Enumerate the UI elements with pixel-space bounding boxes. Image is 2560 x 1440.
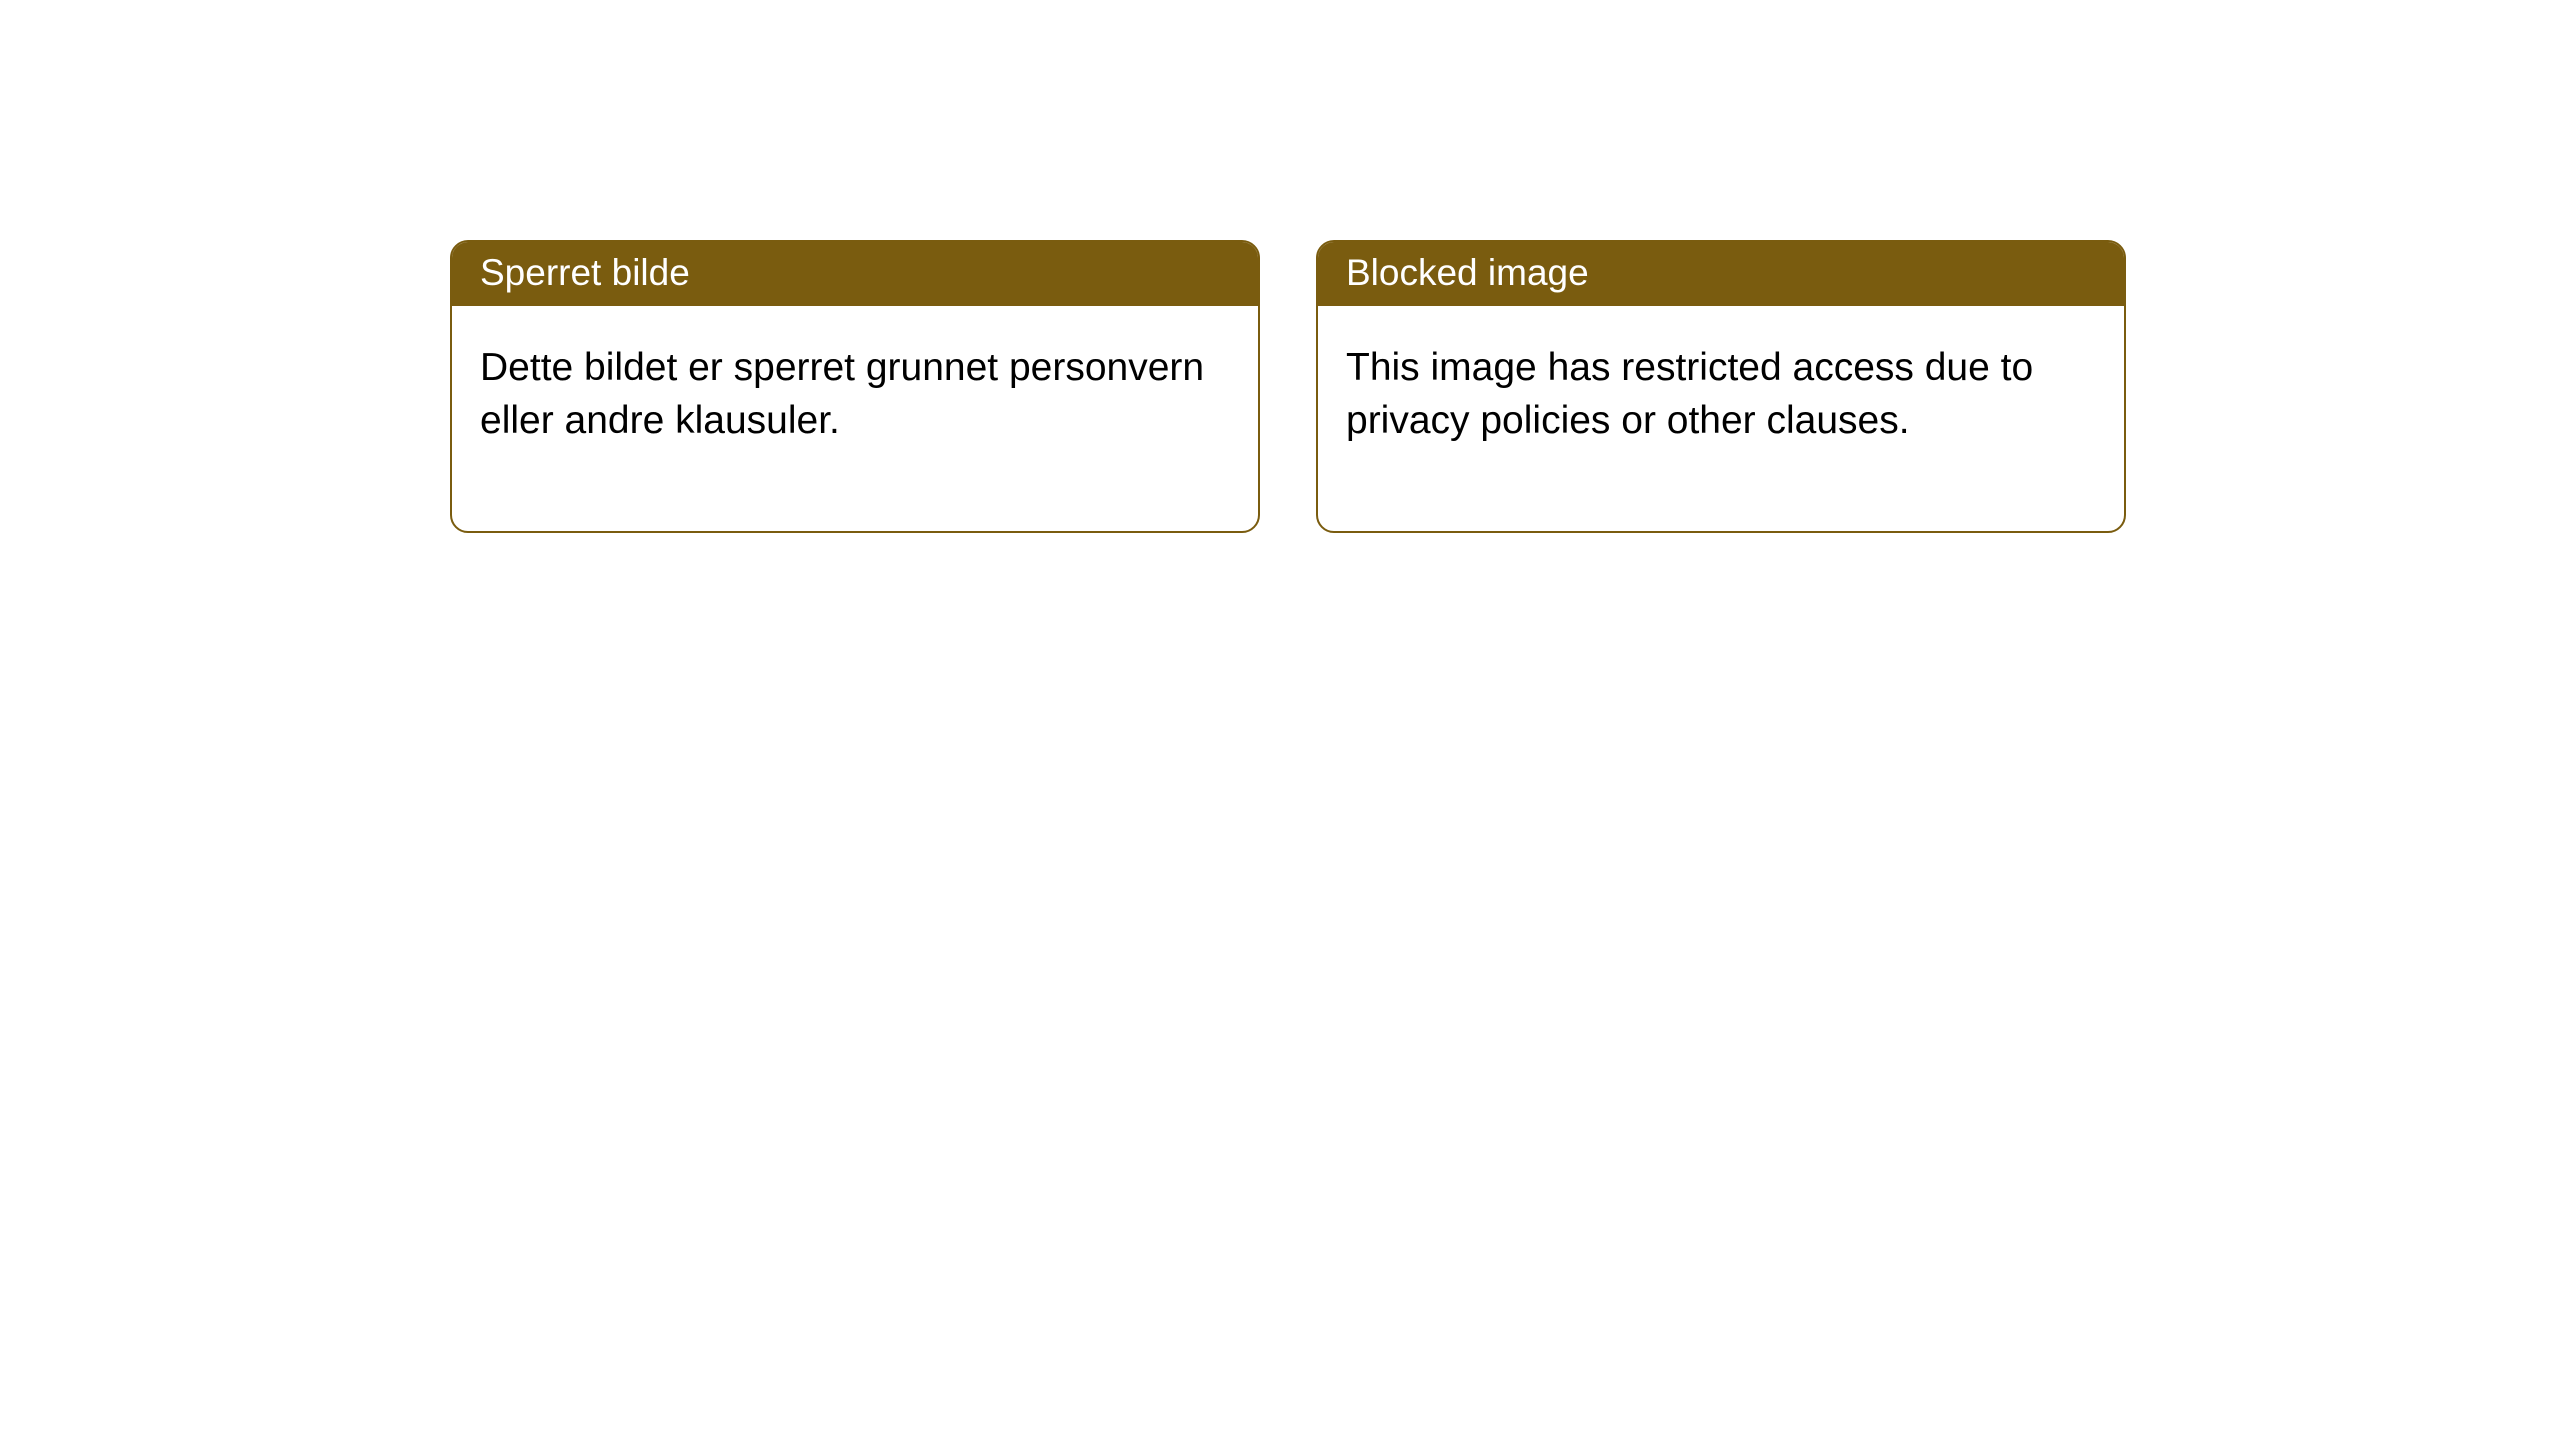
notice-body-english: This image has restricted access due to …	[1318, 306, 2124, 531]
notice-body-norwegian: Dette bildet er sperret grunnet personve…	[452, 306, 1258, 531]
notice-container: Sperret bilde Dette bildet er sperret gr…	[0, 0, 2560, 533]
notice-title-norwegian: Sperret bilde	[452, 242, 1258, 306]
notice-card-english: Blocked image This image has restricted …	[1316, 240, 2126, 533]
notice-card-norwegian: Sperret bilde Dette bildet er sperret gr…	[450, 240, 1260, 533]
notice-title-english: Blocked image	[1318, 242, 2124, 306]
